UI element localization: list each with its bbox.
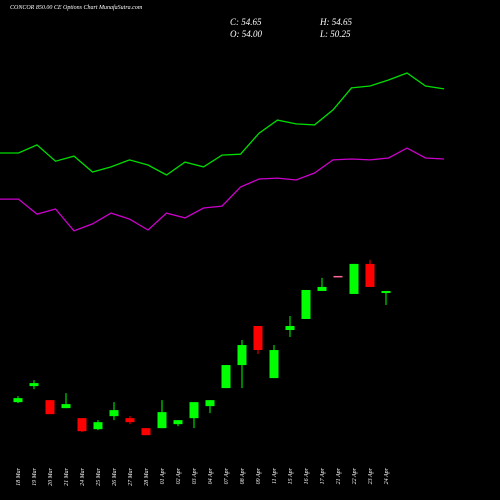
x-tick-label: 16 Apr [304, 467, 310, 484]
x-tick-label: 01 Apr [160, 467, 166, 484]
x-tick-label: 27 Mar [128, 467, 134, 485]
candle-body [45, 400, 55, 415]
chart-title: CONCOR 850.00 CE Options Chart MunafaSut… [10, 4, 143, 11]
x-tick-label: 26 Mar [112, 467, 118, 485]
close-text: C: 54.65 [230, 17, 262, 27]
x-tick-label: 19 Mar [32, 467, 38, 485]
candle-body [141, 428, 151, 436]
x-tick-label: 21 Apr [336, 467, 342, 484]
x-tick-label: 15 Apr [288, 467, 294, 484]
candle-body [349, 263, 359, 294]
x-tick-label: 09 Apr [256, 467, 262, 484]
x-tick-label: 24 Apr [383, 467, 390, 484]
candle-body [301, 289, 311, 319]
candle-body [333, 275, 343, 278]
candle-body [365, 263, 375, 287]
candle-body [109, 410, 119, 417]
high-text: H: 54.65 [319, 17, 352, 27]
candle-body [381, 290, 391, 294]
x-tick-label: 04 Apr [207, 467, 214, 484]
x-tick-label: 07 Apr [224, 467, 230, 484]
x-tick-label: 22 Apr [352, 467, 358, 484]
x-tick-label: 17 Apr [320, 467, 326, 484]
candle-body [269, 350, 279, 379]
x-tick-label: 08 Apr [240, 467, 246, 484]
candle-body [253, 326, 263, 351]
low-text: L: 50.25 [319, 29, 351, 39]
candle-body [29, 383, 39, 387]
x-tick-label: 20 Mar [48, 467, 54, 485]
candle-body [317, 286, 327, 291]
x-tick-label: 21 Mar [64, 467, 70, 485]
candle-body [61, 404, 71, 409]
indicator-line [0, 147, 445, 232]
candle-body [125, 418, 135, 423]
candle-body [173, 420, 183, 425]
candle-body [13, 398, 23, 403]
candle-body [237, 345, 247, 366]
x-tick-label: 11 Apr [272, 467, 278, 484]
open-text: O: 54.00 [230, 29, 262, 39]
candle-body [205, 400, 215, 407]
x-tick-label: 02 Apr [176, 467, 182, 484]
candle-body [285, 326, 295, 331]
x-tick-label: 28 Mar [144, 467, 150, 485]
x-tick-label: 18 Mar [16, 467, 22, 485]
candle-body [77, 418, 87, 432]
x-tick-label: 03 Apr [192, 467, 198, 484]
candle-body [93, 422, 103, 430]
candle-body [189, 402, 199, 419]
x-tick-label: 23 Apr [368, 467, 374, 484]
indicator-line [0, 72, 445, 176]
candle-body [221, 365, 231, 389]
x-tick-label: 25 Mar [96, 467, 102, 485]
x-tick-label: 24 Mar [79, 467, 86, 485]
candle-body [157, 412, 167, 429]
